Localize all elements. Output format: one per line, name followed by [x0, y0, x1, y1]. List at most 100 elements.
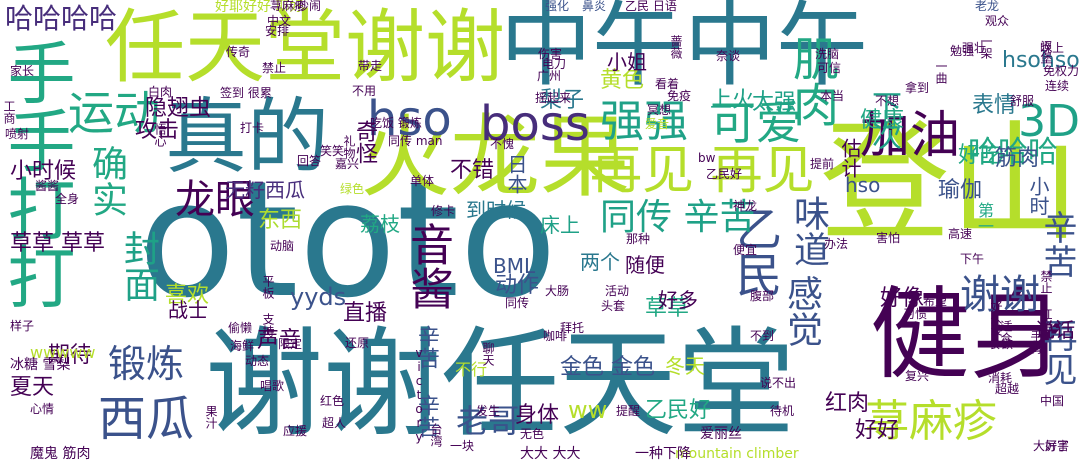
word-wuse: 无色	[520, 427, 545, 441]
word-daka: 打卡	[240, 121, 265, 135]
word-xunmazhen: 荨麻疹	[865, 396, 997, 447]
word-jinzhi-hongse: 禁止 红色	[1039, 270, 1053, 332]
word-dada-dada: 大大 大大	[520, 446, 581, 462]
word-xiaojie: 小姐	[607, 50, 647, 74]
word-zhongguo: 中国	[1040, 394, 1065, 408]
word-jiayou: 加油	[860, 106, 960, 164]
word-yundong: 运动	[68, 86, 160, 140]
word-dongzuo: 动作	[495, 273, 540, 298]
word-lianxu: 连续	[1045, 79, 1070, 93]
word-baituo: 拜托	[560, 321, 585, 335]
word-huangse: 黄色	[600, 68, 645, 93]
word-baikai: 白肉	[148, 85, 173, 99]
word-liaotian: 聊天	[481, 342, 495, 366]
word-xiatian: 夏天	[10, 375, 55, 400]
word-yimin: 乙民	[729, 205, 783, 297]
word-yinchichong: 隐翅虫	[145, 96, 212, 121]
word-hongrou: 红肉	[825, 391, 870, 416]
word-dachang: 大肠	[545, 284, 570, 298]
word-buxiang: 不想	[875, 94, 900, 108]
word-jiankang: 健康	[860, 108, 905, 133]
word-hso-big: hso	[367, 91, 452, 147]
word-weidao: 味道	[788, 195, 829, 267]
word-buyong: 不用	[352, 84, 377, 98]
word-jiazhang: 家长	[10, 64, 35, 78]
word-huolongguo: 火龙果	[360, 105, 630, 210]
word-toushe: 偷懒	[228, 321, 253, 335]
word-bixin: 鼻炎	[582, 0, 607, 13]
word-qianghua: 强化	[545, 0, 570, 13]
word-jiangjiang: 酱酱	[35, 179, 60, 193]
word-shufu: 舒服	[1010, 94, 1035, 108]
word-qingxu: 心情	[30, 402, 55, 416]
word-yangzi: 样子	[10, 319, 35, 333]
word-yujia: 瑜伽	[938, 178, 983, 203]
word-kexin: 可信	[817, 61, 842, 75]
word-anpai: 安排	[265, 24, 290, 38]
word-bingtang-xueli: 冰糖 雪梨	[10, 357, 71, 373]
word-lihai: 厉害	[1045, 439, 1070, 453]
word-yizhong-xiajiang: 一种下降	[635, 446, 691, 462]
word-zaijian-zaijian: 再见 再见	[590, 141, 815, 201]
word-shouji: 手臂	[1029, 330, 1043, 354]
word-xinku-zaijian: 辛苦 再见	[1037, 210, 1077, 386]
word-zhongwu-zhongwu: 中午中午	[500, 0, 869, 99]
word-shuohua: 说话	[1035, 318, 1075, 342]
word-tiqian: 提前	[810, 157, 835, 171]
word-hanbao: 汉堡	[1039, 40, 1053, 64]
word-chuangshang: 床上	[540, 213, 580, 237]
word-zhanshi: 战士	[168, 298, 208, 322]
word-ototo: ototo	[138, 146, 558, 333]
word-mingxiang: 冥想	[647, 103, 672, 117]
word-haoxiang: 好像	[880, 286, 925, 311]
word-shihe: 适合	[999, 320, 1013, 344]
word-jinse-jinse: 金色 金色	[560, 355, 655, 380]
word-toutao: 头套	[601, 299, 626, 313]
word-guji: 估计	[838, 138, 862, 178]
word-banfa: 办法	[824, 237, 849, 251]
word-xiaoxiao: 笑笑	[320, 144, 345, 158]
word-diandao: 电刀	[542, 57, 567, 71]
word-gongji: 攻击	[135, 118, 180, 143]
word-ganjue: 感觉	[781, 275, 822, 347]
word-dengshan: 登山	[819, 107, 1080, 259]
word-qidai: 期待	[48, 343, 93, 368]
word-taiwan: 台湾	[429, 423, 443, 447]
word-xinku-multi: 辛苦 辛苦	[414, 325, 439, 438]
word-mianlian: 勉强	[950, 44, 975, 58]
word-tixing: 提醒	[616, 404, 641, 418]
word-fuxing: 复兴	[905, 369, 930, 383]
word-longyan: 龙眼	[175, 177, 255, 223]
word-chaoyue: 超越	[995, 382, 1020, 396]
word-dongtian: 冬天	[665, 354, 705, 378]
word-quanshen: 全身	[55, 192, 80, 206]
word-shiyin: 食欲	[989, 337, 1014, 351]
word-queshi: 确实	[86, 145, 127, 217]
word-qiangzhuang: 强壮	[962, 41, 987, 55]
word-haohao: 好好	[855, 418, 900, 443]
word-yiji: 一架	[979, 35, 993, 59]
word-xihuan: 喜欢	[165, 283, 210, 308]
word-hongse: 红色	[320, 394, 345, 408]
word-yinjiang: 音酱	[402, 222, 453, 310]
word-aili-si: 爱丽丝	[700, 426, 742, 442]
word-mianquan: 免权力	[1043, 64, 1080, 78]
word-haochi: 好吃	[958, 143, 1003, 168]
word-qiguai: 奇怪	[352, 120, 377, 164]
word-xigua: 西瓜	[98, 391, 195, 447]
word-jinzhi: 禁止	[262, 61, 287, 75]
word-penshe: 喷射	[5, 127, 30, 141]
word-rentiantang-xiexie: 任天堂谢谢	[105, 1, 505, 94]
word-dongxi: 东西	[258, 208, 303, 233]
word-suibian: 随便	[625, 253, 665, 277]
word-bucuo: 不错	[450, 158, 495, 183]
word-huida: 回答	[297, 154, 322, 168]
word-laolong: 老龙	[975, 0, 1000, 13]
word-wanshang: 晚上	[1040, 41, 1065, 55]
word-huodong: 活动	[605, 284, 630, 298]
word-nazhong: 那种	[626, 232, 651, 246]
word-daiqi: 待机	[770, 404, 795, 418]
word-xiaci: 下次	[866, 90, 901, 150]
word-guangzhou: 广州	[537, 69, 562, 83]
